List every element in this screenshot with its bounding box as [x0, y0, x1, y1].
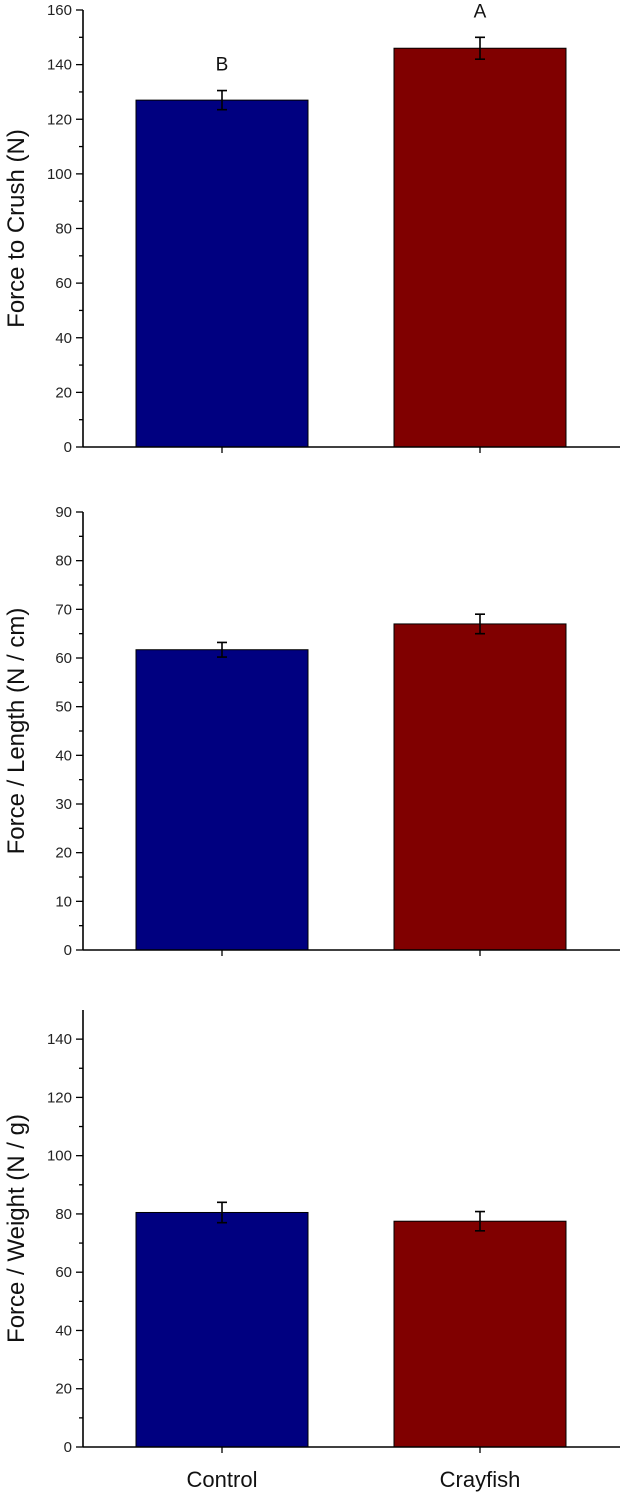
y-tick-label: 40 — [55, 330, 72, 347]
y-tick-label: 80 — [55, 221, 72, 238]
y-tick-label: 20 — [55, 845, 72, 862]
y-tick-label: 50 — [55, 699, 72, 716]
bar-control — [135, 1211, 309, 1448]
y-tick-label: 40 — [55, 747, 72, 764]
error-bar-crayfish — [475, 613, 485, 635]
y-tick-label: 0 — [64, 1439, 72, 1456]
bar-crayfish — [393, 623, 567, 951]
y-tick-label: 80 — [55, 553, 72, 570]
significance-label-control: B — [216, 55, 229, 76]
y-tick-label: 60 — [55, 275, 72, 292]
chart-panel-force-per-length: 0 10 20 30 40 50 60 70 80 90 Force / Length (N / c… — [3, 504, 620, 959]
chart-panel-force-per-weight: 0 20 40 60 80 100 120 140 Force / Weight (N / g)… — [3, 1010, 620, 1492]
bar-crayfish — [393, 47, 567, 448]
y-tick-label: 20 — [55, 1381, 72, 1398]
y-axis-title: Force to Crush (N) — [3, 129, 30, 328]
y-tick-label: 120 — [47, 111, 72, 128]
y-tick-label: 0 — [64, 942, 72, 959]
y-tick-label: 100 — [47, 1148, 72, 1165]
error-bar-crayfish — [475, 1210, 485, 1232]
y-tick-label: 100 — [47, 166, 72, 183]
y-tick-label: 90 — [55, 504, 72, 521]
bar-control — [135, 99, 309, 448]
y-tick-label: 140 — [47, 57, 72, 74]
y-axis-title: Force / Weight (N / g) — [3, 1114, 30, 1343]
chart-panel-force-to-crush: B A 0 20 40 60 80 100 120 140 160 Force to Crush (N… — [3, 1, 620, 456]
x-category-label-control: Control — [187, 1467, 258, 1492]
y-tick-label: 160 — [47, 2, 72, 19]
y-tick-label: 30 — [55, 796, 72, 813]
y-tick-label: 60 — [55, 650, 72, 667]
y-tick-label: 20 — [55, 384, 72, 401]
y-tick-label: 40 — [55, 1322, 72, 1339]
y-tick-label: 70 — [55, 601, 72, 618]
bar-control — [135, 649, 309, 951]
y-tick-label: 0 — [64, 439, 72, 456]
x-category-label-crayfish: Crayfish — [440, 1467, 521, 1492]
significance-label-crayfish: A — [474, 1, 487, 22]
y-tick-label: 60 — [55, 1264, 72, 1281]
y-tick-label: 10 — [55, 893, 72, 910]
y-tick-label: 120 — [47, 1089, 72, 1106]
error-bar-control — [217, 641, 227, 658]
y-tick-label: 140 — [47, 1031, 72, 1048]
error-bar-control — [217, 89, 227, 111]
error-bar-control — [217, 1201, 227, 1224]
y-tick-label: 80 — [55, 1206, 72, 1223]
y-axis-title: Force / Length (N / cm) — [3, 608, 30, 855]
error-bar-crayfish — [475, 36, 485, 60]
bar-crayfish — [393, 1220, 567, 1448]
